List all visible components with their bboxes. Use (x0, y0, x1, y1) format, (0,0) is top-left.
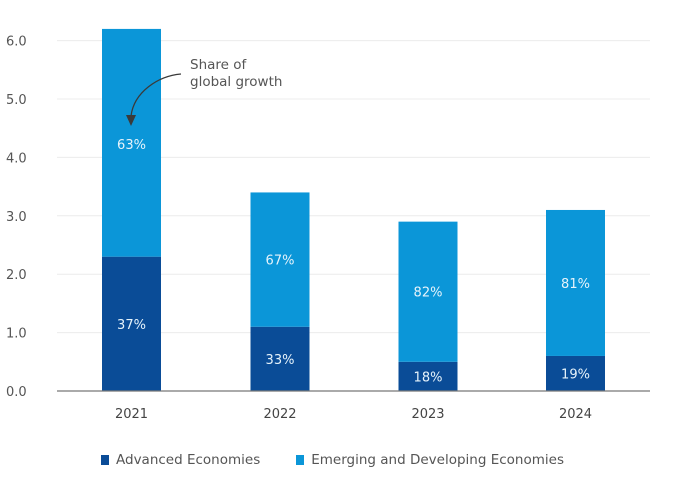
y-tick-label: 0.0 (6, 385, 27, 400)
bar-advanced-2022 (250, 326, 310, 391)
bar-advanced-2021 (102, 256, 161, 391)
x-axis-ticks: 2021 2022 2023 2024 (115, 407, 592, 422)
bar-emerging-2024 (546, 209, 605, 356)
segment-label: 82% (414, 286, 443, 301)
segment-label: 37% (117, 318, 146, 333)
legend-swatch-advanced (101, 455, 109, 465)
x-tick-label: 2024 (559, 407, 592, 422)
x-tick-label: 2021 (115, 407, 148, 422)
bar-advanced-2024 (546, 355, 605, 391)
bar-group-2021: 37% 63% (102, 28, 161, 391)
annotation: Share of global growth (126, 57, 282, 126)
segment-label: 33% (266, 353, 295, 368)
legend: Advanced Economies Emerging and Developi… (101, 452, 600, 468)
legend-label-emerging: Emerging and Developing Economies (311, 452, 564, 468)
segment-label: 63% (117, 138, 146, 153)
x-tick-label: 2023 (411, 407, 444, 422)
y-axis-ticks: 0.0 1.0 2.0 3.0 4.0 5.0 6.0 (6, 35, 27, 400)
segment-label: 19% (561, 367, 590, 382)
segment-label: 81% (561, 277, 590, 292)
arrowhead-icon (126, 115, 136, 126)
bar-emerging-2021 (102, 28, 161, 257)
legend-label-advanced: Advanced Economies (116, 452, 261, 468)
annotation-line-2: global growth (190, 74, 282, 90)
annotation-line-1: Share of (190, 57, 248, 73)
bar-group-2023: 18% 82% (398, 221, 458, 391)
legend-item-advanced: Advanced Economies (101, 452, 260, 468)
segment-label: 67% (266, 254, 295, 269)
y-tick-label: 2.0 (6, 268, 27, 283)
y-tick-label: 1.0 (6, 327, 27, 342)
y-tick-label: 5.0 (6, 93, 27, 108)
segment-label: 18% (414, 370, 443, 385)
bar-group-2022: 33% 67% (250, 192, 310, 391)
y-tick-label: 6.0 (6, 35, 27, 50)
annotation-arrow-icon (130, 73, 182, 117)
y-tick-label: 4.0 (6, 151, 27, 166)
legend-item-emerging: Emerging and Developing Economies (296, 452, 564, 468)
bars: 37% 63% 33% 67% 18% 82% 19% 81% (102, 28, 605, 391)
y-tick-label: 3.0 (6, 210, 27, 225)
bar-advanced-2023 (398, 361, 458, 391)
bar-emerging-2022 (250, 192, 310, 327)
bar-emerging-2023 (398, 221, 458, 362)
x-tick-label: 2022 (263, 407, 296, 422)
bar-group-2024: 19% 81% (546, 209, 605, 391)
legend-swatch-emerging (296, 455, 305, 465)
